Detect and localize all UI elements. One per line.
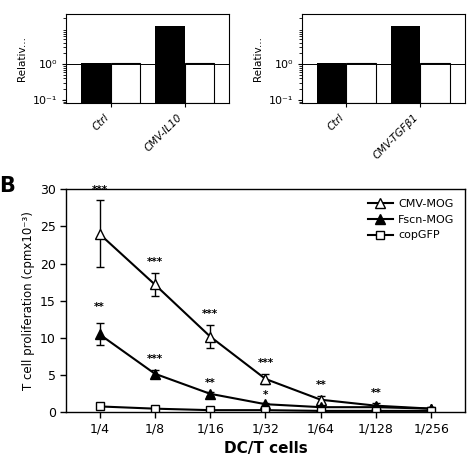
Y-axis label: Relativ...: Relativ... [253, 36, 263, 82]
Legend: CMV-MOG, Fscn-MOG, copGFP: CMV-MOG, Fscn-MOG, copGFP [364, 195, 459, 245]
Text: ***: *** [91, 184, 108, 194]
Bar [346, 63, 376, 103]
Text: ***: *** [257, 358, 273, 368]
Text: B: B [0, 176, 15, 196]
Bar [111, 63, 140, 103]
Bar [391, 26, 420, 103]
Text: **: ** [315, 380, 326, 390]
Text: **: ** [371, 388, 382, 398]
Bar [81, 63, 111, 103]
Y-axis label: T cell proliferation (cpmx10⁻³): T cell proliferation (cpmx10⁻³) [21, 211, 35, 390]
Text: ***: *** [202, 310, 218, 319]
Y-axis label: Relativ...: Relativ... [18, 36, 27, 82]
Text: ***: *** [147, 257, 163, 267]
Text: *: * [263, 390, 268, 400]
Text: **: ** [94, 302, 105, 312]
X-axis label: DC/T cells: DC/T cells [224, 441, 307, 456]
Bar [155, 26, 184, 103]
Text: ***: *** [147, 354, 163, 364]
Bar [184, 63, 214, 103]
Bar [317, 63, 346, 103]
Text: **: ** [205, 378, 216, 388]
Bar [420, 63, 450, 103]
